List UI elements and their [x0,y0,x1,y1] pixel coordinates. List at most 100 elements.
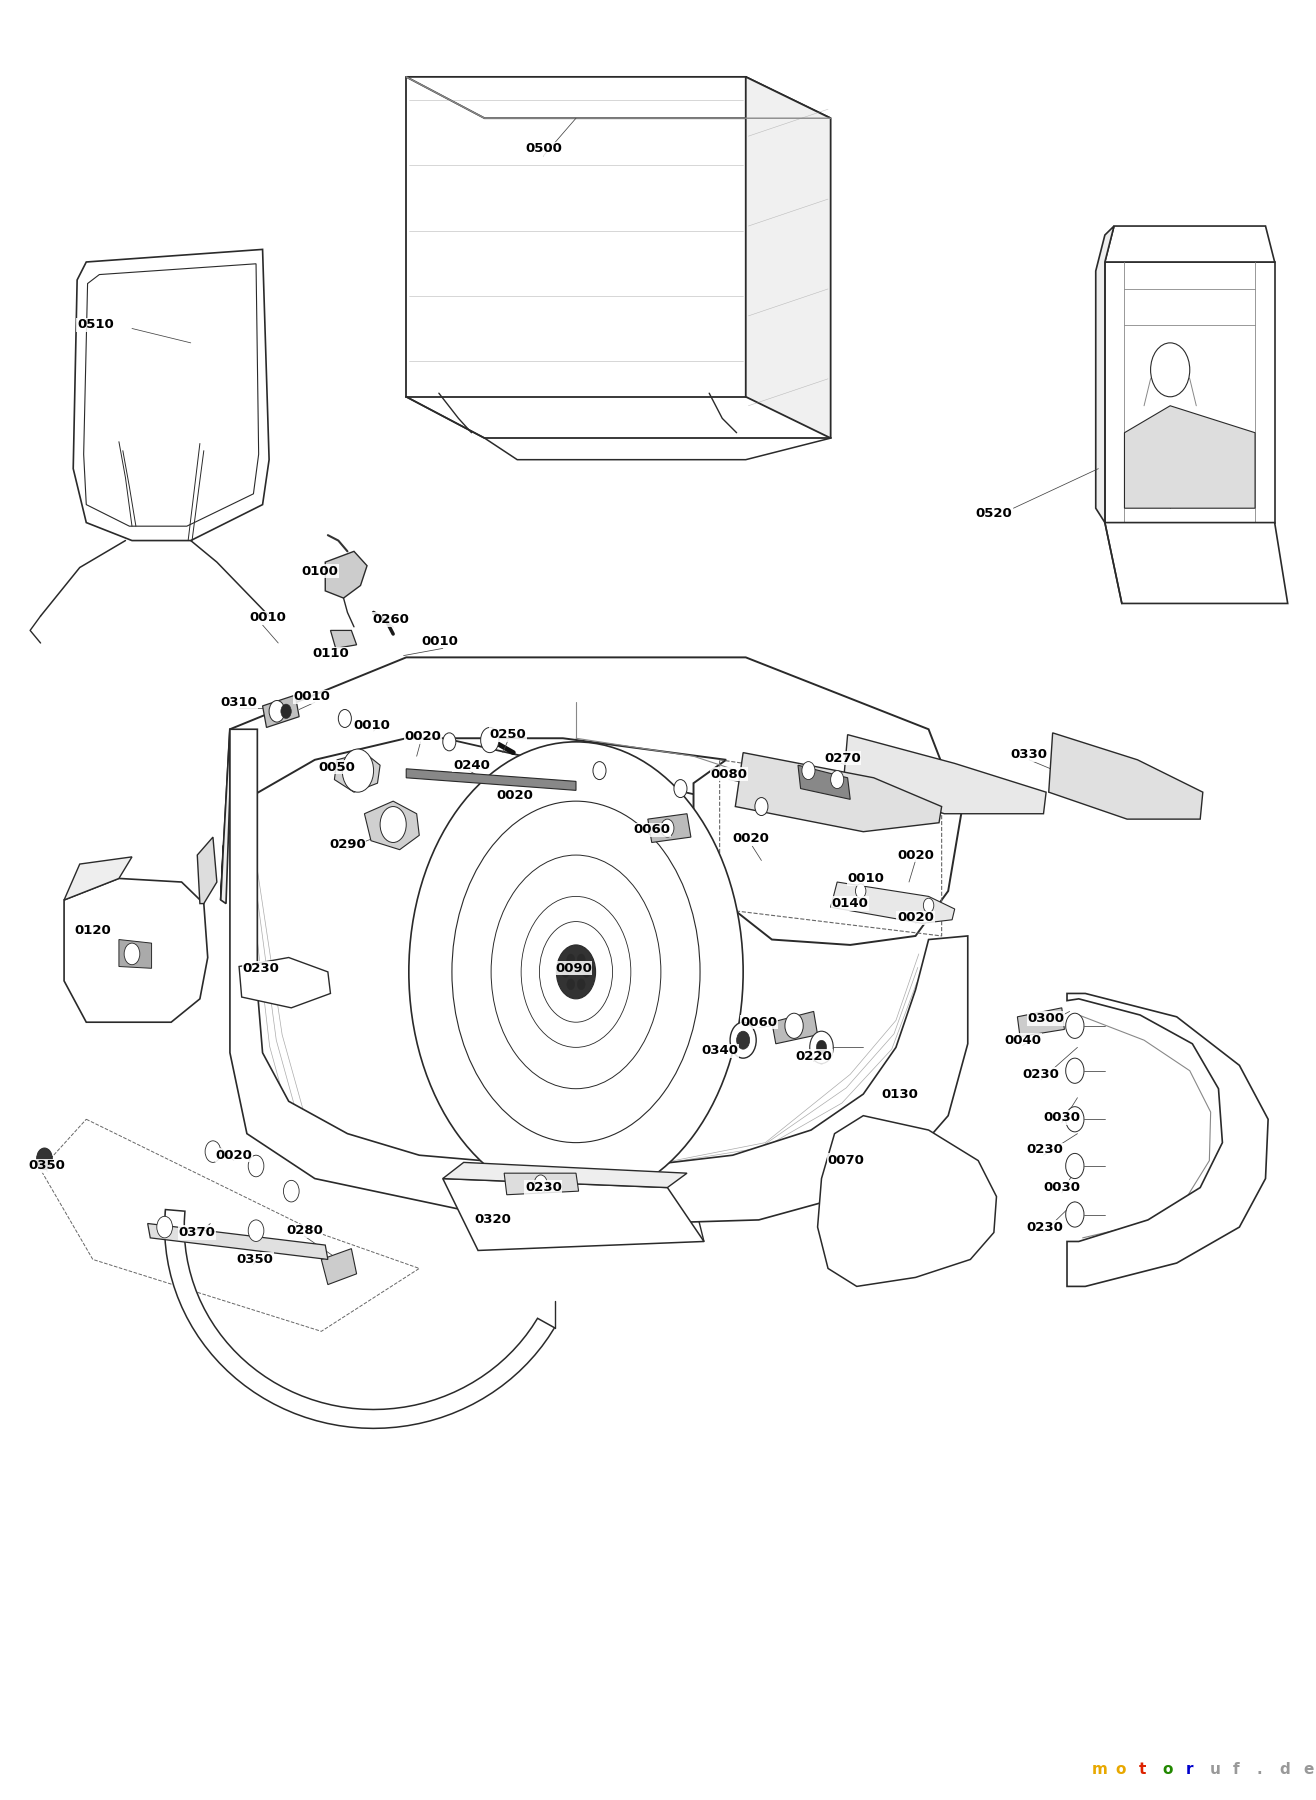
Circle shape [205,1141,221,1163]
Text: f: f [1233,1762,1240,1777]
Text: 0300: 0300 [1028,1012,1065,1026]
Polygon shape [74,250,268,540]
Circle shape [1066,1013,1084,1039]
Polygon shape [84,265,259,526]
Polygon shape [221,657,961,945]
Text: 0020: 0020 [898,848,934,862]
Circle shape [661,819,674,837]
Circle shape [451,801,700,1143]
Circle shape [480,727,499,752]
Polygon shape [64,878,208,1022]
Circle shape [562,967,570,977]
Circle shape [1066,1202,1084,1228]
Text: 0030: 0030 [1044,1111,1080,1123]
Circle shape [338,709,351,727]
Circle shape [924,898,934,913]
Polygon shape [817,1116,996,1287]
Circle shape [534,1175,547,1193]
Polygon shape [263,695,299,727]
Text: o: o [1116,1762,1125,1777]
Circle shape [578,979,586,990]
Circle shape [521,896,630,1048]
Text: 0010: 0010 [249,612,287,625]
Text: m: m [1092,1762,1108,1777]
Text: 0330: 0330 [1011,749,1048,761]
Circle shape [816,1040,826,1055]
Circle shape [37,1148,53,1170]
Polygon shape [365,801,420,850]
Text: 0050: 0050 [318,761,355,774]
Text: o: o [1162,1762,1173,1777]
Circle shape [442,733,455,751]
Text: 0250: 0250 [490,729,526,742]
Polygon shape [442,1179,704,1251]
Polygon shape [504,1174,579,1195]
Circle shape [567,979,575,990]
Text: 0010: 0010 [293,691,330,704]
Polygon shape [1067,994,1269,1287]
Text: 0140: 0140 [832,896,869,911]
Circle shape [594,761,607,779]
Text: 0280: 0280 [286,1224,322,1237]
Polygon shape [647,814,691,842]
Circle shape [578,954,586,965]
Text: 0230: 0230 [525,1181,562,1193]
Polygon shape [736,752,942,832]
Text: .: . [1257,1762,1262,1777]
Circle shape [674,779,687,797]
Text: 0240: 0240 [453,760,490,772]
Text: 0070: 0070 [828,1154,865,1166]
Text: 0060: 0060 [741,1015,778,1030]
Polygon shape [197,837,217,904]
Circle shape [1150,342,1190,396]
Circle shape [1066,1107,1084,1132]
Circle shape [540,922,612,1022]
Circle shape [567,954,575,965]
Text: 0040: 0040 [1004,1033,1041,1046]
Text: 0020: 0020 [496,788,533,803]
Polygon shape [330,630,357,648]
Circle shape [583,967,591,977]
Text: 0100: 0100 [301,565,338,578]
Text: 0310: 0310 [221,697,258,709]
Text: 0510: 0510 [78,319,113,331]
Text: 0020: 0020 [733,832,770,846]
Polygon shape [1049,733,1203,819]
Polygon shape [230,729,967,1224]
Text: 0270: 0270 [824,752,861,765]
Text: 0090: 0090 [555,961,592,976]
Polygon shape [797,765,850,799]
Text: 0220: 0220 [795,1049,832,1062]
Text: 0120: 0120 [75,923,111,938]
Polygon shape [772,1012,817,1044]
Polygon shape [442,1163,687,1188]
Text: 0080: 0080 [711,767,747,781]
Text: 0020: 0020 [898,911,934,925]
Circle shape [249,1220,265,1242]
Text: d: d [1280,1762,1291,1777]
Polygon shape [240,958,330,1008]
Polygon shape [1105,263,1275,522]
Circle shape [1066,1154,1084,1179]
Polygon shape [1105,227,1275,263]
Text: 0020: 0020 [216,1148,253,1161]
Text: 0110: 0110 [312,648,349,661]
Circle shape [380,806,407,842]
Text: 0350: 0350 [237,1253,274,1265]
Polygon shape [1124,405,1255,508]
Text: 0370: 0370 [179,1226,216,1238]
Polygon shape [844,734,1046,814]
Circle shape [755,797,769,815]
Circle shape [249,1156,265,1177]
Polygon shape [407,77,746,396]
Text: 0260: 0260 [372,614,409,626]
Polygon shape [64,857,132,900]
Text: 0010: 0010 [354,720,391,733]
Circle shape [830,770,844,788]
Circle shape [730,1022,757,1058]
Circle shape [280,704,291,718]
Text: 0020: 0020 [405,731,442,743]
Polygon shape [407,77,830,119]
Text: 0030: 0030 [1044,1181,1080,1193]
Polygon shape [325,551,367,598]
